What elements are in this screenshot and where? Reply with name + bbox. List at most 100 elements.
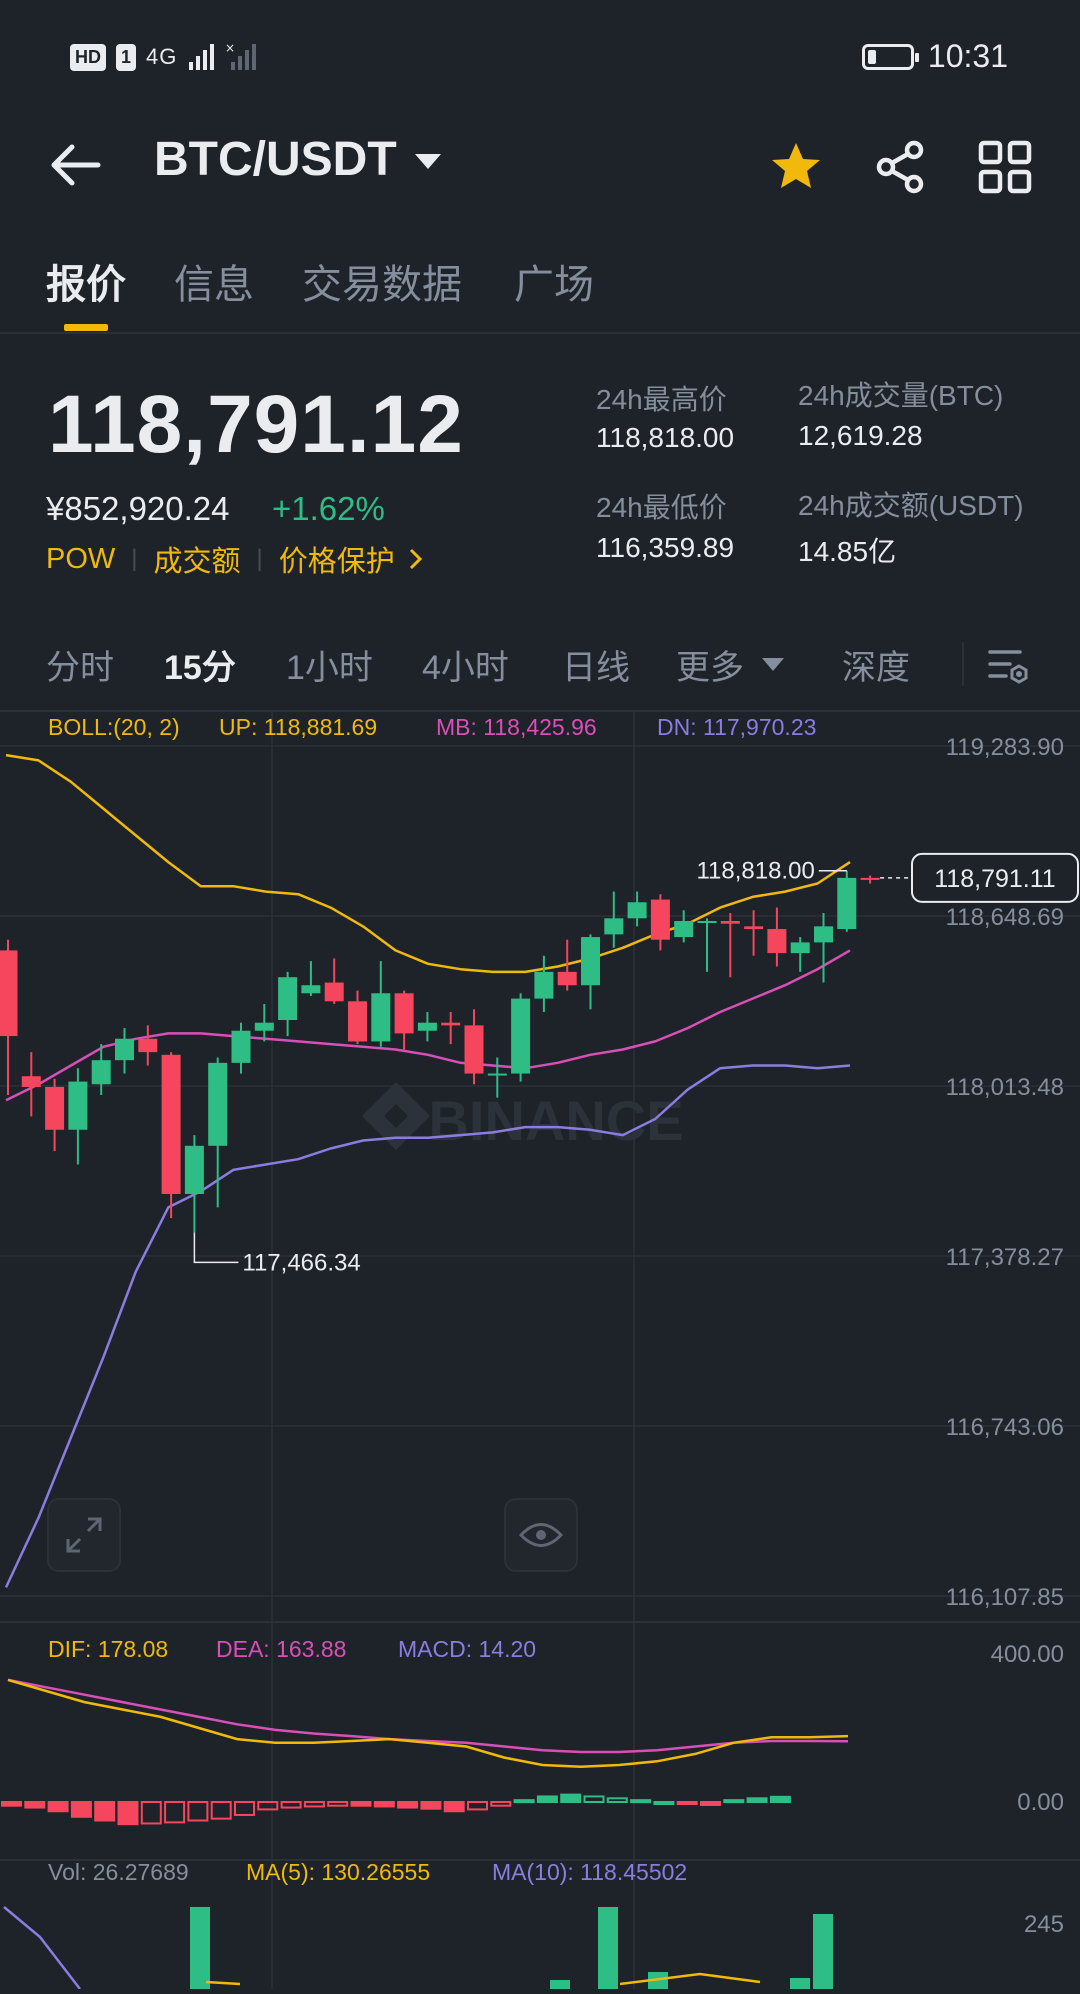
macd-histogram-bar [117, 1801, 139, 1826]
boll-mb-label: MB: 118,425.96 [436, 714, 597, 740]
vol-ma5-line [619, 1972, 761, 1986]
boll-dn-line [4, 1064, 851, 1588]
y-tick-label: 118,013.48 [946, 1074, 1064, 1101]
tab-trading-data[interactable]: 交易数据 [302, 263, 462, 307]
candle-down [441, 1011, 461, 1045]
candle-body [557, 971, 577, 986]
macd-histogram-bar [630, 1799, 652, 1804]
candle-body [604, 918, 624, 935]
kline-chart[interactable]: BINANCE 118,818.00 117,466.34 118,791.11 4… [0, 712, 1080, 1990]
candle-up [814, 912, 833, 983]
candle-down [650, 894, 670, 951]
high-marker-label: 118,818.00 [696, 858, 814, 885]
tag-pow[interactable]: POW [46, 542, 116, 575]
status-left: HD 1 4G × [70, 42, 277, 72]
fullscreen-button[interactable] [47, 1498, 121, 1572]
current-price-box [911, 852, 1079, 903]
macd-y-tick: 400.00 [991, 1641, 1064, 1668]
tab-info[interactable]: 信息 [174, 263, 254, 307]
candle-down [161, 1052, 181, 1219]
tag-price-protect[interactable]: 价格保护 [278, 546, 395, 578]
sim-badge: 1 [116, 43, 137, 71]
chart-area[interactable]: BINANCE 118,818.00 117,466.34 118,791.11 4… [0, 712, 1080, 1990]
candle-up [278, 971, 298, 1037]
current-price-label: 118,791.11 [934, 865, 1055, 893]
tab-quote[interactable]: 报价 [46, 263, 126, 307]
candle-up [790, 937, 810, 972]
chart-settings-icon[interactable] [986, 644, 1030, 688]
status-bar: HD 1 4G × 10:31 [0, 0, 1080, 110]
eye-icon [519, 1523, 563, 1547]
hd-badge: HD [70, 43, 106, 71]
candle-body [487, 1073, 507, 1076]
pair-selector[interactable]: BTC/USDT [154, 132, 441, 187]
macd-histogram-bar [746, 1797, 768, 1804]
y-tick-label: 119,283.90 [946, 734, 1064, 761]
macd-histogram-bar [327, 1801, 349, 1807]
candle-body [115, 1038, 134, 1061]
candle-body [441, 1022, 461, 1026]
tab-indicator [64, 324, 108, 331]
tag-turnover[interactable]: 成交额 [153, 546, 241, 578]
candle-body [231, 1030, 251, 1063]
interval-depth[interactable]: 深度 [842, 649, 910, 687]
candle-body [767, 929, 787, 954]
signal-icon: × [189, 42, 257, 70]
macd-histogram-bar [373, 1801, 395, 1808]
candle-body [674, 921, 694, 938]
candle-up [511, 993, 531, 1082]
candle-body [348, 1001, 367, 1042]
vol-label: Vol: 26.27689 [48, 1859, 189, 1885]
candle-up [697, 918, 717, 972]
macd-histogram-bar [303, 1801, 325, 1808]
macd-histogram-bar [490, 1801, 512, 1807]
y-tick-label: 117,378.27 [946, 1244, 1064, 1271]
interval-4h[interactable]: 4小时 [422, 649, 509, 687]
candle-up [184, 1135, 204, 1233]
low-marker-label: 117,466.34 [242, 1249, 360, 1276]
candle-down [45, 1078, 65, 1152]
macd-histogram-bar [536, 1795, 558, 1803]
macd-histogram-bar [723, 1799, 745, 1804]
candle-body [68, 1081, 88, 1130]
macd-value-label: MACD: 14.20 [398, 1636, 536, 1662]
volume-bar [550, 1980, 570, 1989]
tab-square[interactable]: 广场 [514, 263, 594, 307]
interval-more[interactable]: 更多 [676, 649, 744, 687]
share-icon[interactable] [874, 140, 928, 194]
candle-body [301, 985, 321, 994]
candle-up [581, 934, 600, 1010]
vol-ma5-line [205, 1980, 241, 1986]
macd-histogram-bar [47, 1801, 69, 1813]
tag-separator: | [256, 545, 263, 572]
stat-high: 118,818.00 [596, 422, 735, 453]
visibility-button[interactable] [504, 1498, 578, 1572]
interval-divider [962, 642, 964, 686]
macd-histogram-bar [513, 1799, 535, 1804]
svg-text:×: × [225, 42, 235, 55]
binance-logo-icon [362, 1082, 430, 1150]
candle-up [91, 1044, 111, 1095]
candle-body [790, 942, 810, 954]
vol-ma5-label: MA(5): 130.26555 [246, 1859, 430, 1885]
candle-body [91, 1060, 111, 1085]
candle-down [138, 1025, 158, 1066]
caret-down-icon [414, 154, 441, 169]
interval-1h[interactable]: 1小时 [286, 649, 373, 687]
interval-1d[interactable]: 日线 [562, 649, 630, 687]
macd-histogram-bar [187, 1801, 209, 1822]
candle-body [720, 921, 740, 924]
candle-body [138, 1038, 158, 1053]
star-icon[interactable] [768, 140, 824, 194]
candle-body [860, 877, 880, 880]
macd-dif-label: DIF: 178.08 [48, 1636, 168, 1662]
interval-15m[interactable]: 15分 [164, 649, 236, 687]
candle-up [534, 955, 554, 1012]
status-right: 10:31 [861, 38, 1008, 75]
back-arrow-icon[interactable] [48, 140, 102, 190]
pair-title: BTC/USDT [154, 133, 397, 186]
macd-histogram-bar [94, 1801, 116, 1822]
interval-timeline[interactable]: 分时 [46, 649, 114, 687]
candle-body [278, 977, 298, 1021]
grid-icon[interactable] [978, 140, 1032, 194]
